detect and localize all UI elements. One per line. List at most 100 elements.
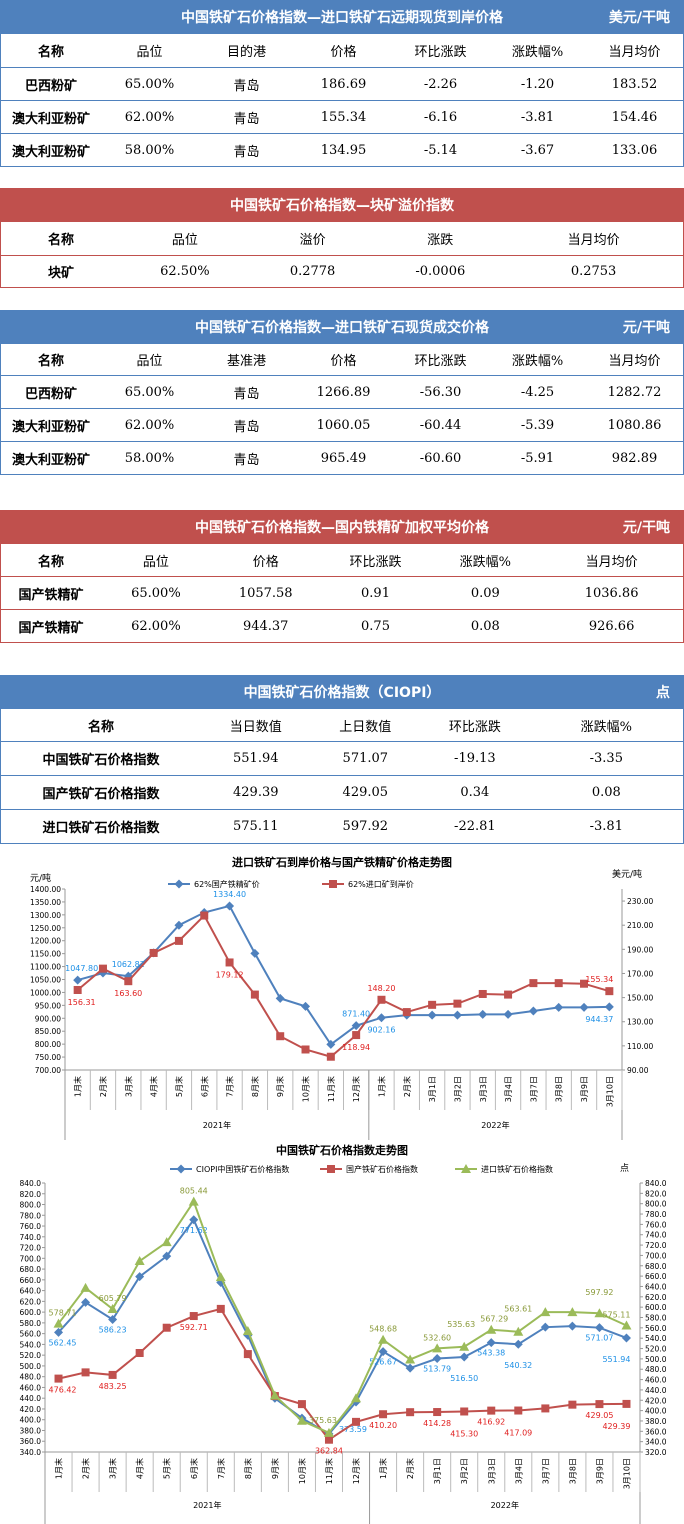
y-tick-label: 1150.00: [30, 950, 61, 959]
data-point: [459, 1341, 470, 1351]
table-row: 进口铁矿石价格指数 575.11 597.92 -22.81 -3.81: [0, 810, 684, 844]
data-point: [301, 1045, 310, 1054]
y2-tick-label: 130.00: [627, 1018, 653, 1027]
x-tick-label: 3月3日: [479, 1076, 488, 1102]
y2-tick-label: 640.0: [645, 1282, 667, 1291]
y2-tick-label: 110.00: [627, 1042, 653, 1051]
data-point: [215, 1272, 226, 1282]
y-tick-label: 740.0: [20, 1233, 42, 1242]
data-point: [567, 1321, 577, 1331]
data-point: [503, 1009, 513, 1019]
table-import-forward: 中国铁矿石价格指数—进口铁矿石远期现货到岸价格 美元/干吨 名称 品位 目的港 价格 环比涨…: [0, 0, 684, 167]
x-group-label: 2022年: [491, 1500, 519, 1510]
data-point: [108, 1370, 117, 1379]
data-point: [378, 1347, 388, 1357]
table-cell: 青岛: [233, 78, 260, 94]
data-point: [459, 1352, 469, 1362]
data-point: [514, 1406, 523, 1415]
table-row: 澳大利亚粉矿 58.00% 青岛 134.95 -5.14 -3.67 133.06: [0, 134, 684, 167]
y-tick-label: 680.0: [20, 1265, 42, 1274]
table-title-bar: 中国铁矿石价格指数—进口铁矿石远期现货到岸价格 美元/干吨: [0, 0, 684, 34]
column-header: 品位: [136, 354, 163, 369]
data-point: [98, 968, 108, 978]
table-cell: 块矿: [47, 266, 74, 281]
table-cell: -0.0006: [415, 264, 466, 279]
column-header: 当月均价: [608, 354, 661, 369]
table-cell: 575.11: [233, 819, 279, 834]
x-tick-label: 3月1日: [433, 1458, 442, 1484]
x-tick-label: 3月4日: [514, 1458, 523, 1484]
y2-tick-label: 800.0: [645, 1200, 667, 1209]
data-point: [604, 1002, 614, 1012]
legend-label: 62%国产铁精矿价: [194, 879, 260, 889]
data-point: [250, 948, 260, 958]
column-header: 价格: [330, 45, 357, 60]
y-tick-label: 460.0: [20, 1383, 42, 1392]
table-cell: 青岛: [233, 419, 260, 435]
x-tick-label: 11月末: [326, 1076, 336, 1102]
table-cell: 183.52: [611, 76, 658, 92]
data-point: [174, 920, 184, 930]
column-header: 价格: [330, 354, 357, 369]
data-point: [540, 1307, 551, 1317]
y-tick-label: 620.0: [20, 1297, 42, 1306]
data-point: [81, 1297, 91, 1307]
y-tick-label: 800.00: [35, 1040, 61, 1049]
y2-tick-label: 660.0: [645, 1272, 667, 1281]
data-point: [352, 1031, 361, 1040]
y-tick-label: 1050.00: [30, 976, 61, 985]
y2-tick-label: 580.0: [645, 1314, 667, 1323]
data-point: [378, 1334, 389, 1344]
table-cell: 62.50%: [160, 264, 210, 279]
table-cell: 551.94: [233, 751, 279, 766]
data-point: [81, 1368, 90, 1377]
y2-tick-label: 760.0: [645, 1220, 667, 1229]
x-tick-label: 12月末: [351, 1458, 361, 1484]
data-point: [487, 1406, 496, 1415]
table-unit: 元/干吨: [622, 520, 670, 536]
data-label: 516.50: [450, 1374, 478, 1383]
table-title: 中国铁矿石价格指数（CIOPI）: [243, 685, 441, 701]
y-tick-label: 820.0: [20, 1190, 42, 1199]
table-cell: 国产铁精矿: [18, 587, 84, 603]
table-title-bar: 中国铁矿石价格指数—进口铁矿石现货成交价格 元/干吨: [0, 310, 684, 344]
column-header: 当月均价: [608, 45, 661, 60]
legend-marker: [461, 1164, 471, 1173]
data-label: 375.63: [309, 1416, 337, 1425]
y2-tick-label: 360.0: [645, 1427, 667, 1436]
data-label: 562.45: [49, 1338, 77, 1347]
y2-tick-label: 440.0: [645, 1386, 667, 1395]
y2-tick-label: 190.00: [627, 945, 653, 954]
table-title-bar: 中国铁矿石价格指数—国内铁精矿加权平均价格 元/干吨: [0, 510, 684, 544]
x-tick-label: 3月1日: [428, 1076, 437, 1102]
chart-title: 中国铁矿石价格指数走势图: [276, 1143, 408, 1157]
column-header: 上日数值: [339, 719, 392, 735]
y-tick-label: 780.0: [20, 1211, 42, 1220]
x-group-label: 2021年: [193, 1500, 221, 1510]
column-header: 品位: [136, 45, 163, 60]
y-tick-label: 540.0: [20, 1340, 42, 1349]
table-cell: 0.2778: [289, 264, 336, 279]
x-tick-label: 11月末: [324, 1458, 334, 1484]
data-point: [296, 1415, 307, 1425]
header-row: 名称 品位 目的港 价格 环比涨跌 涨跌幅% 当月均价: [0, 34, 684, 68]
data-point: [162, 1251, 172, 1261]
y-tick-label: 1100.00: [30, 963, 61, 972]
table-cell: 965.49: [320, 450, 367, 466]
table-cell: 155.34: [320, 109, 367, 125]
x-tick-label: 3月7日: [529, 1076, 538, 1102]
data-label: 548.68: [369, 1325, 397, 1334]
y-tick-label: 640.0: [20, 1287, 42, 1296]
data-point: [188, 1196, 199, 1206]
table-row: 国产铁精矿 65.00% 1057.58 0.91 0.09 1036.86: [0, 577, 684, 610]
legend-label: 国产铁矿石价格指数: [346, 1164, 418, 1174]
x-group-label: 2021年: [203, 1120, 231, 1130]
data-label: 414.28: [423, 1419, 451, 1428]
data-point: [513, 1339, 523, 1349]
table-cell: 巴西粉矿: [24, 386, 77, 402]
data-point: [622, 1399, 631, 1408]
y2-tick-label: 620.0: [645, 1293, 667, 1302]
x-tick-label: 3月9日: [580, 1076, 589, 1102]
x-tick-label: 10月末: [297, 1458, 307, 1484]
data-label: 118.94: [342, 1043, 370, 1052]
